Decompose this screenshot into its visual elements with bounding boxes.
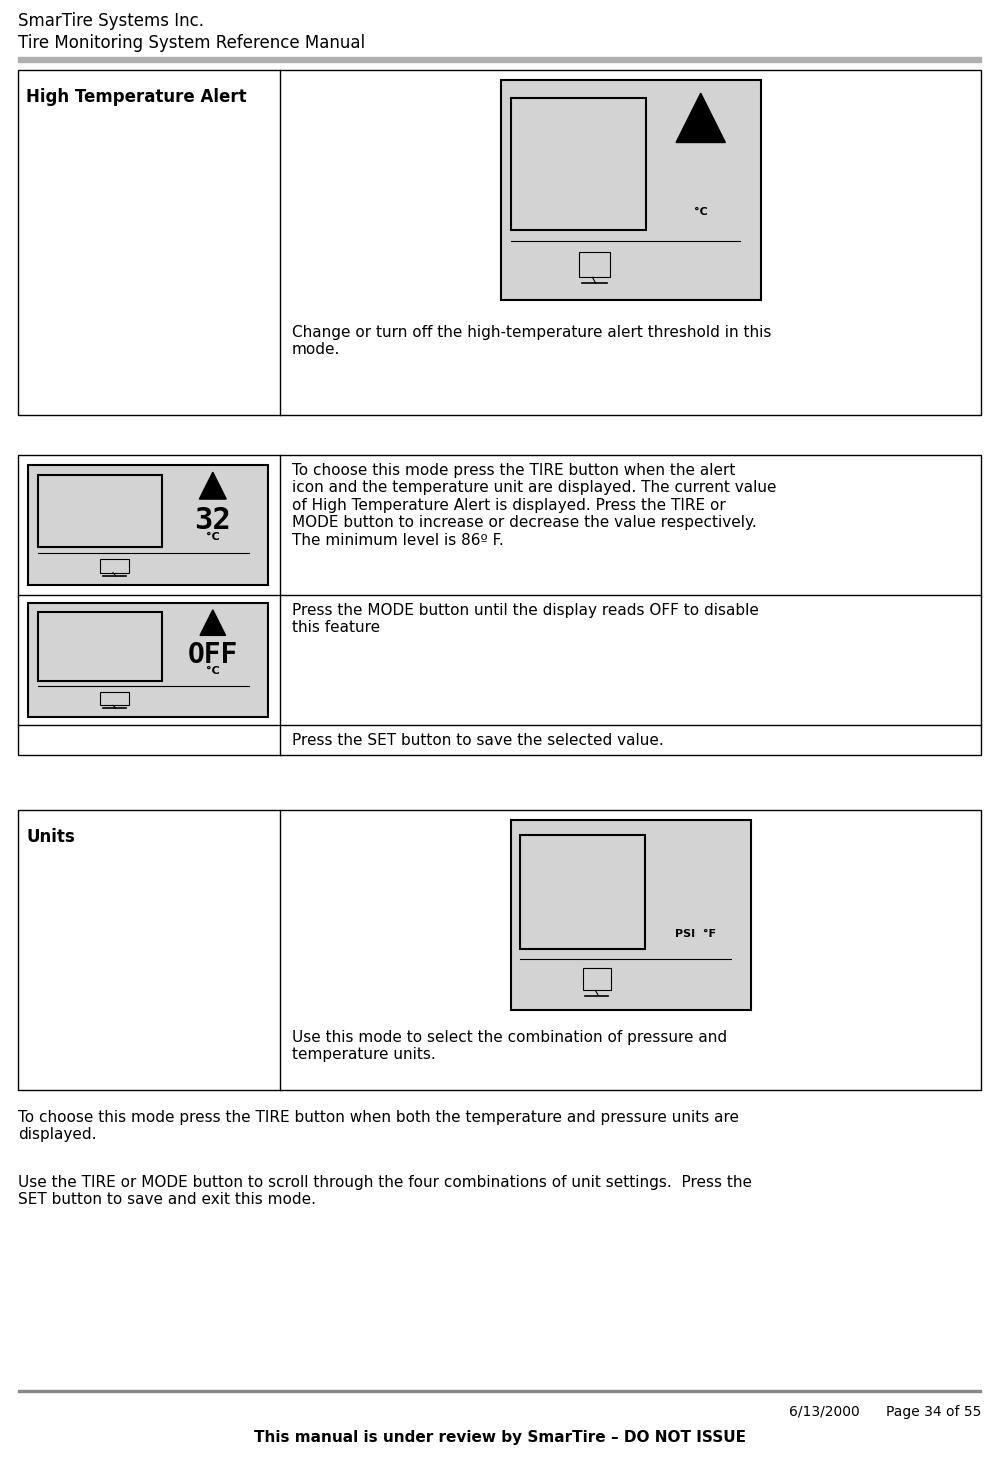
Text: To choose this mode press the TIRE button when the alert
icon and the temperatur: To choose this mode press the TIRE butto… xyxy=(292,464,776,547)
FancyBboxPatch shape xyxy=(100,692,129,706)
FancyBboxPatch shape xyxy=(582,968,611,990)
Text: Use the TIRE or MODE button to scroll through the four combinations of unit sett: Use the TIRE or MODE button to scroll th… xyxy=(18,1175,752,1207)
Text: Change or turn off the high-temperature alert threshold in this
mode.: Change or turn off the high-temperature … xyxy=(292,326,771,358)
Bar xyxy=(18,455,981,756)
Text: Units: Units xyxy=(26,827,75,846)
FancyBboxPatch shape xyxy=(510,98,646,230)
FancyBboxPatch shape xyxy=(500,81,760,299)
Text: Tire Monitoring System Reference Manual: Tire Monitoring System Reference Manual xyxy=(18,34,365,51)
Text: °C: °C xyxy=(694,207,707,217)
Text: To choose this mode press the TIRE button when both the temperature and pressure: To choose this mode press the TIRE butto… xyxy=(18,1111,739,1143)
Bar xyxy=(18,70,981,415)
FancyBboxPatch shape xyxy=(510,820,750,1009)
Text: High Temperature Alert: High Temperature Alert xyxy=(26,88,247,106)
Polygon shape xyxy=(200,472,226,499)
Text: 32: 32 xyxy=(195,506,231,534)
Text: This manual is under review by SmarTire – DO NOT ISSUE: This manual is under review by SmarTire … xyxy=(254,1430,745,1445)
FancyBboxPatch shape xyxy=(100,559,129,572)
Text: PSI  °F: PSI °F xyxy=(674,929,716,939)
Text: Press the MODE button until the display reads OFF to disable
this feature: Press the MODE button until the display … xyxy=(292,603,759,635)
FancyBboxPatch shape xyxy=(38,475,163,547)
Text: Press the SET button to save the selected value.: Press the SET button to save the selecte… xyxy=(292,734,663,748)
Polygon shape xyxy=(676,94,725,142)
FancyBboxPatch shape xyxy=(578,252,609,277)
FancyBboxPatch shape xyxy=(38,612,163,681)
Text: OFF: OFF xyxy=(188,641,238,669)
Polygon shape xyxy=(200,610,226,635)
FancyBboxPatch shape xyxy=(520,835,645,949)
Text: Use this mode to select the combination of pressure and
temperature units.: Use this mode to select the combination … xyxy=(292,1030,727,1062)
Bar xyxy=(18,810,981,1090)
FancyBboxPatch shape xyxy=(28,465,268,585)
Text: SmarTire Systems Inc.: SmarTire Systems Inc. xyxy=(18,12,204,29)
Text: 6/13/2000      Page 34 of 55: 6/13/2000 Page 34 of 55 xyxy=(788,1405,981,1419)
Text: °C: °C xyxy=(206,533,220,541)
Text: °C: °C xyxy=(206,666,220,676)
FancyBboxPatch shape xyxy=(28,603,268,717)
